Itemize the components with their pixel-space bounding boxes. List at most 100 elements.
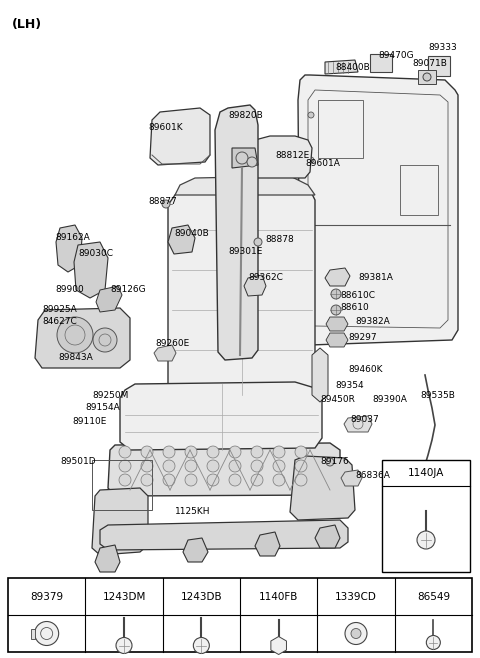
Text: 89601K: 89601K: [148, 122, 182, 132]
Circle shape: [35, 622, 59, 645]
Circle shape: [163, 474, 175, 486]
Text: 1125KH: 1125KH: [175, 507, 211, 517]
Circle shape: [247, 157, 257, 167]
Text: (LH): (LH): [12, 18, 42, 31]
Circle shape: [207, 474, 219, 486]
Circle shape: [308, 157, 314, 163]
Polygon shape: [74, 242, 108, 298]
Circle shape: [185, 460, 197, 472]
Polygon shape: [31, 628, 35, 638]
Circle shape: [308, 292, 314, 298]
Circle shape: [308, 247, 314, 253]
Circle shape: [116, 638, 132, 653]
Circle shape: [273, 460, 285, 472]
Text: 89354: 89354: [335, 380, 364, 390]
Circle shape: [185, 446, 197, 458]
Circle shape: [331, 289, 341, 299]
Text: 1140FB: 1140FB: [259, 592, 299, 601]
Circle shape: [251, 446, 263, 458]
Circle shape: [308, 112, 314, 118]
Text: 1140JA: 1140JA: [408, 468, 444, 478]
Text: 89126G: 89126G: [110, 286, 145, 295]
Polygon shape: [175, 176, 315, 195]
Text: 89030C: 89030C: [78, 249, 113, 259]
Polygon shape: [96, 286, 122, 312]
Polygon shape: [168, 185, 315, 400]
Polygon shape: [326, 317, 348, 331]
Circle shape: [93, 328, 117, 352]
Circle shape: [326, 458, 334, 466]
Circle shape: [141, 460, 153, 472]
Text: 86549: 86549: [417, 592, 450, 601]
Text: 89601A: 89601A: [305, 159, 340, 168]
Circle shape: [141, 446, 153, 458]
Circle shape: [351, 628, 361, 638]
Polygon shape: [92, 488, 148, 555]
Text: 89037: 89037: [350, 415, 379, 424]
Text: 89381A: 89381A: [358, 274, 393, 282]
Text: 88812E: 88812E: [275, 151, 309, 161]
Bar: [370, 54, 392, 72]
Circle shape: [273, 474, 285, 486]
Polygon shape: [100, 520, 348, 550]
Text: 89390A: 89390A: [372, 395, 407, 405]
Circle shape: [193, 638, 209, 653]
Bar: [400, 165, 438, 215]
Text: 88610C: 88610C: [340, 290, 375, 299]
Bar: [428, 56, 450, 76]
Polygon shape: [344, 416, 372, 432]
Circle shape: [295, 474, 307, 486]
Bar: [318, 100, 363, 158]
Text: 89040B: 89040B: [174, 228, 209, 238]
Polygon shape: [298, 75, 458, 345]
Text: 89843A: 89843A: [58, 353, 93, 363]
Circle shape: [295, 446, 307, 458]
Circle shape: [57, 317, 93, 353]
Circle shape: [119, 460, 131, 472]
Text: 89154A: 89154A: [85, 403, 120, 413]
Text: 89925A: 89925A: [42, 305, 77, 315]
Circle shape: [345, 622, 367, 644]
Text: 89297: 89297: [348, 334, 377, 343]
Circle shape: [229, 460, 241, 472]
Text: 84627C: 84627C: [42, 318, 77, 326]
Circle shape: [423, 73, 431, 81]
Circle shape: [236, 152, 248, 164]
Text: 89333: 89333: [428, 43, 457, 53]
Text: 89450R: 89450R: [320, 395, 355, 405]
Text: 89250M: 89250M: [92, 390, 128, 399]
Text: 89301E: 89301E: [228, 247, 263, 257]
Circle shape: [417, 531, 435, 549]
Text: 89900: 89900: [55, 286, 84, 295]
Polygon shape: [252, 136, 312, 178]
Text: 1339CD: 1339CD: [335, 592, 377, 601]
Text: 89071B: 89071B: [412, 59, 447, 68]
Polygon shape: [120, 382, 322, 450]
Circle shape: [119, 446, 131, 458]
Bar: [382, 460, 470, 572]
Circle shape: [426, 636, 440, 649]
Polygon shape: [95, 545, 120, 572]
Polygon shape: [290, 456, 355, 520]
Polygon shape: [154, 345, 176, 361]
Polygon shape: [325, 60, 358, 74]
Circle shape: [331, 305, 341, 315]
Circle shape: [295, 460, 307, 472]
Circle shape: [163, 446, 175, 458]
Text: 88610: 88610: [340, 303, 369, 313]
Text: 1243DB: 1243DB: [180, 592, 222, 601]
Circle shape: [141, 474, 153, 486]
Circle shape: [308, 202, 314, 208]
Polygon shape: [215, 105, 258, 360]
Text: 86836A: 86836A: [355, 472, 390, 480]
Polygon shape: [271, 636, 287, 655]
Text: 89110E: 89110E: [72, 417, 107, 426]
Circle shape: [254, 238, 262, 246]
Text: 89362C: 89362C: [248, 274, 283, 282]
Polygon shape: [35, 308, 130, 368]
Polygon shape: [255, 532, 280, 556]
Polygon shape: [183, 538, 208, 562]
Circle shape: [162, 200, 170, 208]
Polygon shape: [56, 225, 82, 272]
Polygon shape: [315, 525, 340, 548]
